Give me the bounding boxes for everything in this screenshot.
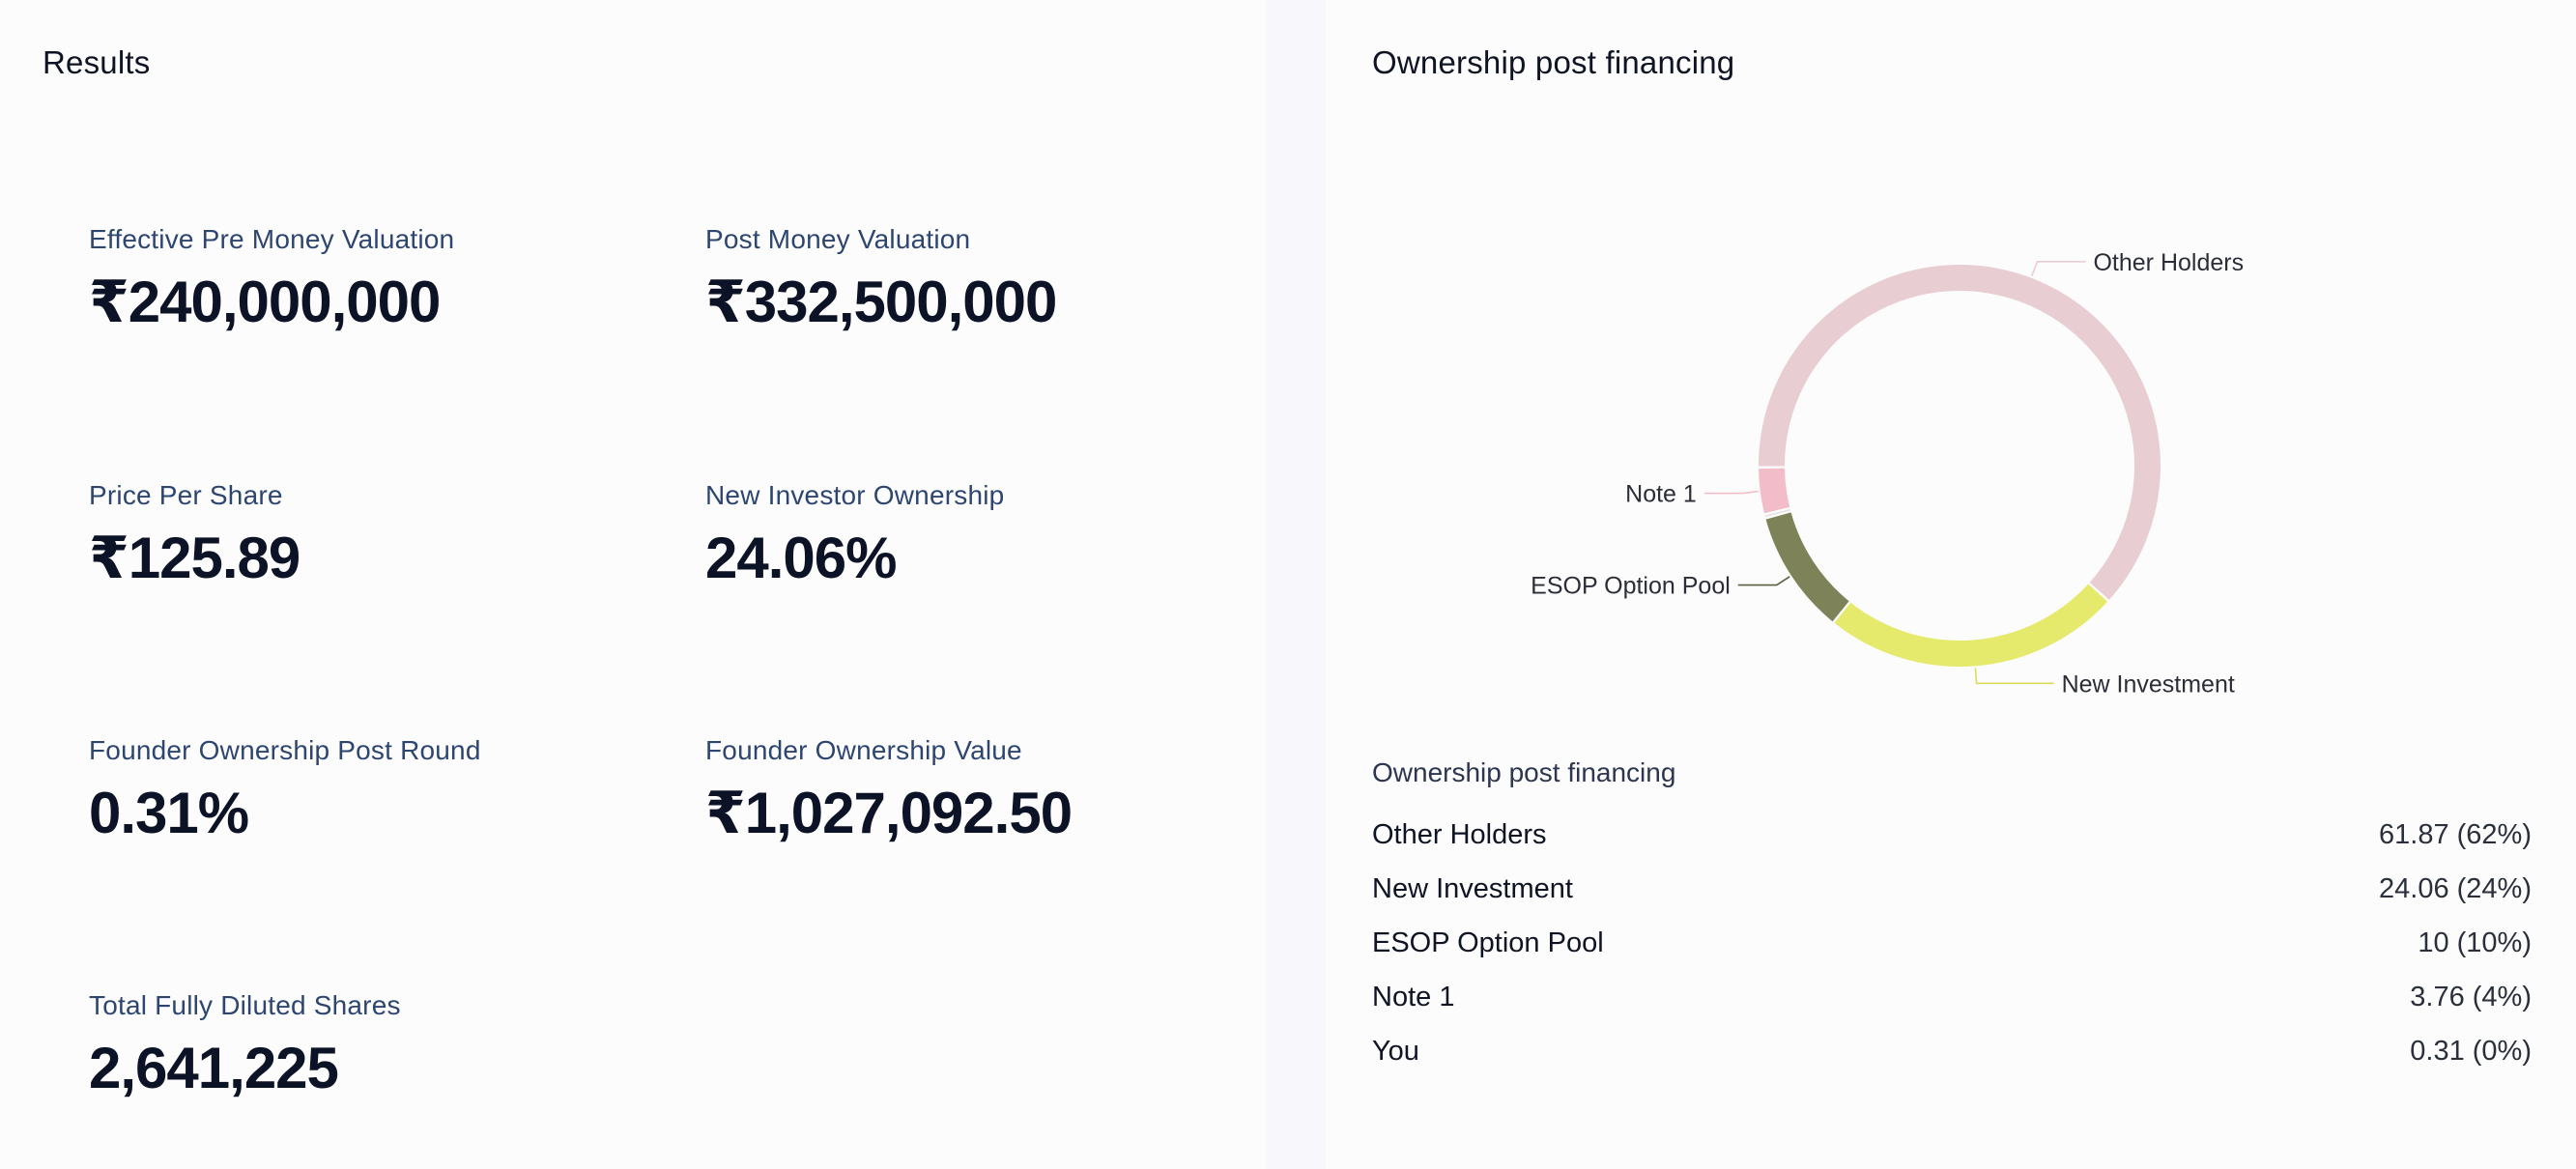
row-name: New Investment <box>1372 872 1573 904</box>
slice-label: Note 1 <box>1625 481 1697 508</box>
table-row: You 0.31 (0%) <box>1372 1024 2532 1078</box>
leader-line <box>1974 668 2054 685</box>
results-panel: Results Effective Pre Money Valuation ₹2… <box>0 0 1266 1169</box>
metric-label: Founder Ownership Value <box>705 735 1022 765</box>
row-value: 10 (10%) <box>2418 927 2532 958</box>
row-value: 3.76 (4%) <box>2410 981 2532 1012</box>
metric-post-money-valuation: Post Money Valuation ₹332,500,000 <box>705 224 1285 336</box>
metric-label: Effective Pre Money Valuation <box>89 224 455 254</box>
row-name: You <box>1372 1035 1419 1067</box>
metric-founder-ownership-value: Founder Ownership Value ₹1,027,092.50 <box>705 735 1285 847</box>
row-value: 0.31 (0%) <box>2410 1035 2532 1067</box>
metric-value: ₹1,027,092.50 <box>705 781 1073 845</box>
ownership-donut-chart: Other Holders New Investment ESOP Option P… <box>1326 0 2576 734</box>
donut-slice-other-holders[interactable] <box>1759 265 2161 600</box>
table-row: New Investment 24.06 (24%) <box>1372 862 2532 916</box>
panel-divider <box>1266 0 1326 1169</box>
donut-svg: Other Holders New Investment ESOP Option P… <box>1531 249 2244 698</box>
table-row: ESOP Option Pool 10 (10%) <box>1372 916 2532 970</box>
ownership-panel: Ownership post financing Other Holders Ne… <box>1326 0 2576 1169</box>
leader-line <box>2031 261 2086 277</box>
ownership-table-title: Ownership post financing <box>1372 757 1676 787</box>
metric-label: Post Money Valuation <box>705 224 971 254</box>
metric-total-fully-diluted-shares: Total Fully Diluted Shares 2,641,225 <box>89 990 669 1101</box>
metric-value: 24.06% <box>705 526 898 590</box>
row-name: Other Holders <box>1372 818 1547 850</box>
row-value: 61.87 (62%) <box>2379 818 2532 850</box>
row-name: ESOP Option Pool <box>1372 927 1604 958</box>
table-row: Note 1 3.76 (4%) <box>1372 970 2532 1024</box>
ownership-table: Other Holders 61.87 (62%) New Investment… <box>1372 808 2532 1078</box>
metric-label: New Investor Ownership <box>705 480 1005 510</box>
slice-label: Other Holders <box>2093 249 2244 276</box>
metric-value: ₹125.89 <box>89 526 301 590</box>
results-title: Results <box>43 44 151 80</box>
metric-value: ₹240,000,000 <box>89 270 441 334</box>
metric-label: Founder Ownership Post Round <box>89 735 481 765</box>
donut-slice-you[interactable] <box>1764 508 1791 518</box>
table-row: Other Holders 61.87 (62%) <box>1372 808 2532 862</box>
metric-label: Total Fully Diluted Shares <box>89 990 401 1020</box>
metric-new-investor-ownership: New Investor Ownership 24.06% <box>705 480 1285 591</box>
leader-line <box>1737 576 1790 586</box>
slice-label: ESOP Option Pool <box>1531 573 1731 600</box>
metric-effective-pre-money-valuation: Effective Pre Money Valuation ₹240,000,0… <box>89 224 669 336</box>
metric-value: 0.31% <box>89 781 249 845</box>
metric-price-per-share: Price Per Share ₹125.89 <box>89 480 669 592</box>
donut-slice-note-1[interactable] <box>1759 468 1790 514</box>
donut-slice-esop-option-pool[interactable] <box>1765 512 1849 622</box>
row-value: 24.06 (24%) <box>2379 872 2532 904</box>
metric-label: Price Per Share <box>89 480 283 510</box>
ownership-title: Ownership post financing <box>1372 44 1735 80</box>
slice-label: New Investment <box>2062 670 2235 698</box>
leader-line <box>1703 490 1759 495</box>
donut-slice-new-investment[interactable] <box>1834 584 2108 667</box>
metric-value: 2,641,225 <box>89 1036 339 1100</box>
metric-founder-ownership-post-round: Founder Ownership Post Round 0.31% <box>89 735 669 846</box>
row-name: Note 1 <box>1372 981 1455 1012</box>
metric-value: ₹332,500,000 <box>705 270 1057 334</box>
